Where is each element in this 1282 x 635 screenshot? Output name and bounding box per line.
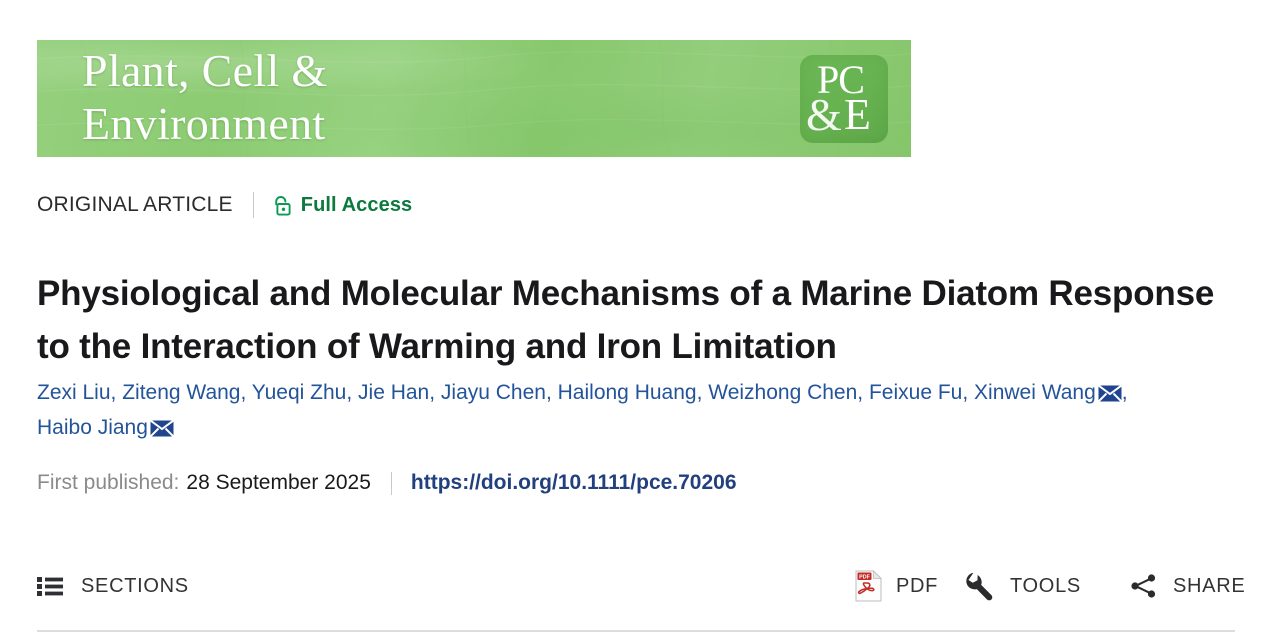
author-separator: , [545, 381, 558, 404]
wrench-icon [964, 571, 995, 602]
author-separator: , [110, 381, 123, 404]
author-link[interactable]: Zexi Liu [37, 381, 111, 404]
svg-text:PDF: PDF [859, 574, 870, 580]
author-link[interactable]: Ziteng Wang [122, 381, 241, 404]
doi-link[interactable]: https://doi.org/10.1111/pce.70206 [410, 471, 737, 494]
journal-title: Plant, Cell & Environment [82, 45, 328, 149]
author-separator: , [346, 381, 359, 404]
publication-info: First published: 28 September 2025 https… [37, 471, 737, 495]
author-separator: , [857, 381, 869, 404]
article-meta-row: ORIGINAL ARTICLE Full Access [37, 190, 412, 220]
tools-button[interactable]: TOOLS [964, 566, 1081, 606]
pdf-label: PDF [896, 574, 939, 597]
sections-button[interactable]: SECTIONS [37, 566, 189, 606]
author-separator: , [1121, 381, 1128, 404]
share-label: SHARE [1173, 574, 1246, 597]
article-toolbar: SECTIONS PDF PDF TOOLS [0, 566, 1282, 608]
author-link[interactable]: Haibo Jiang [37, 416, 148, 439]
share-nodes-icon [1130, 573, 1158, 599]
share-button[interactable]: SHARE [1130, 566, 1245, 606]
envelope-icon[interactable] [1097, 378, 1123, 403]
sections-label: SECTIONS [81, 574, 189, 597]
tools-label: TOOLS [1010, 574, 1081, 597]
publication-date: 28 September 2025 [186, 471, 371, 494]
logo-text-e: E [844, 90, 871, 139]
open-lock-icon [272, 195, 292, 217]
pub-divider [390, 471, 392, 495]
author-link[interactable]: Xinwei Wang [974, 381, 1096, 404]
author-link[interactable]: Feixue Fu [868, 381, 963, 404]
pdf-button[interactable]: PDF PDF [855, 566, 938, 606]
page-title: Physiological and Molecular Mechanisms o… [37, 274, 1215, 367]
author-separator: , [429, 381, 441, 404]
logo-text-ampersand: & [806, 89, 842, 140]
article-type-label: ORIGINAL ARTICLE [37, 193, 233, 216]
access-status-badge: Full Access [300, 193, 413, 216]
author-link[interactable]: Weizhong Chen [708, 381, 858, 404]
author-separator: , [240, 381, 252, 404]
logo-text-pc: PC [817, 57, 865, 102]
meta-divider [252, 192, 254, 218]
pdf-file-icon: PDF [855, 570, 882, 602]
first-published-label: First published: [37, 471, 180, 494]
journal-banner[interactable]: Plant, Cell & Environment PC & E [37, 40, 911, 157]
pce-logo: PC & E [800, 55, 888, 143]
envelope-icon[interactable] [149, 413, 175, 438]
author-link[interactable]: Jie Han [358, 381, 430, 404]
author-link[interactable]: Hailong Huang [557, 381, 697, 404]
author-link[interactable]: Jiayu Chen [440, 381, 546, 404]
author-separator: , [696, 381, 709, 404]
bottom-divider [37, 630, 1235, 632]
author-list: Zexi Liu, Ziteng Wang, Yueqi Zhu, Jie Ha… [37, 375, 1187, 445]
author-link[interactable]: Yueqi Zhu [251, 381, 347, 404]
list-icon [37, 576, 63, 596]
author-separator: , [962, 381, 975, 404]
